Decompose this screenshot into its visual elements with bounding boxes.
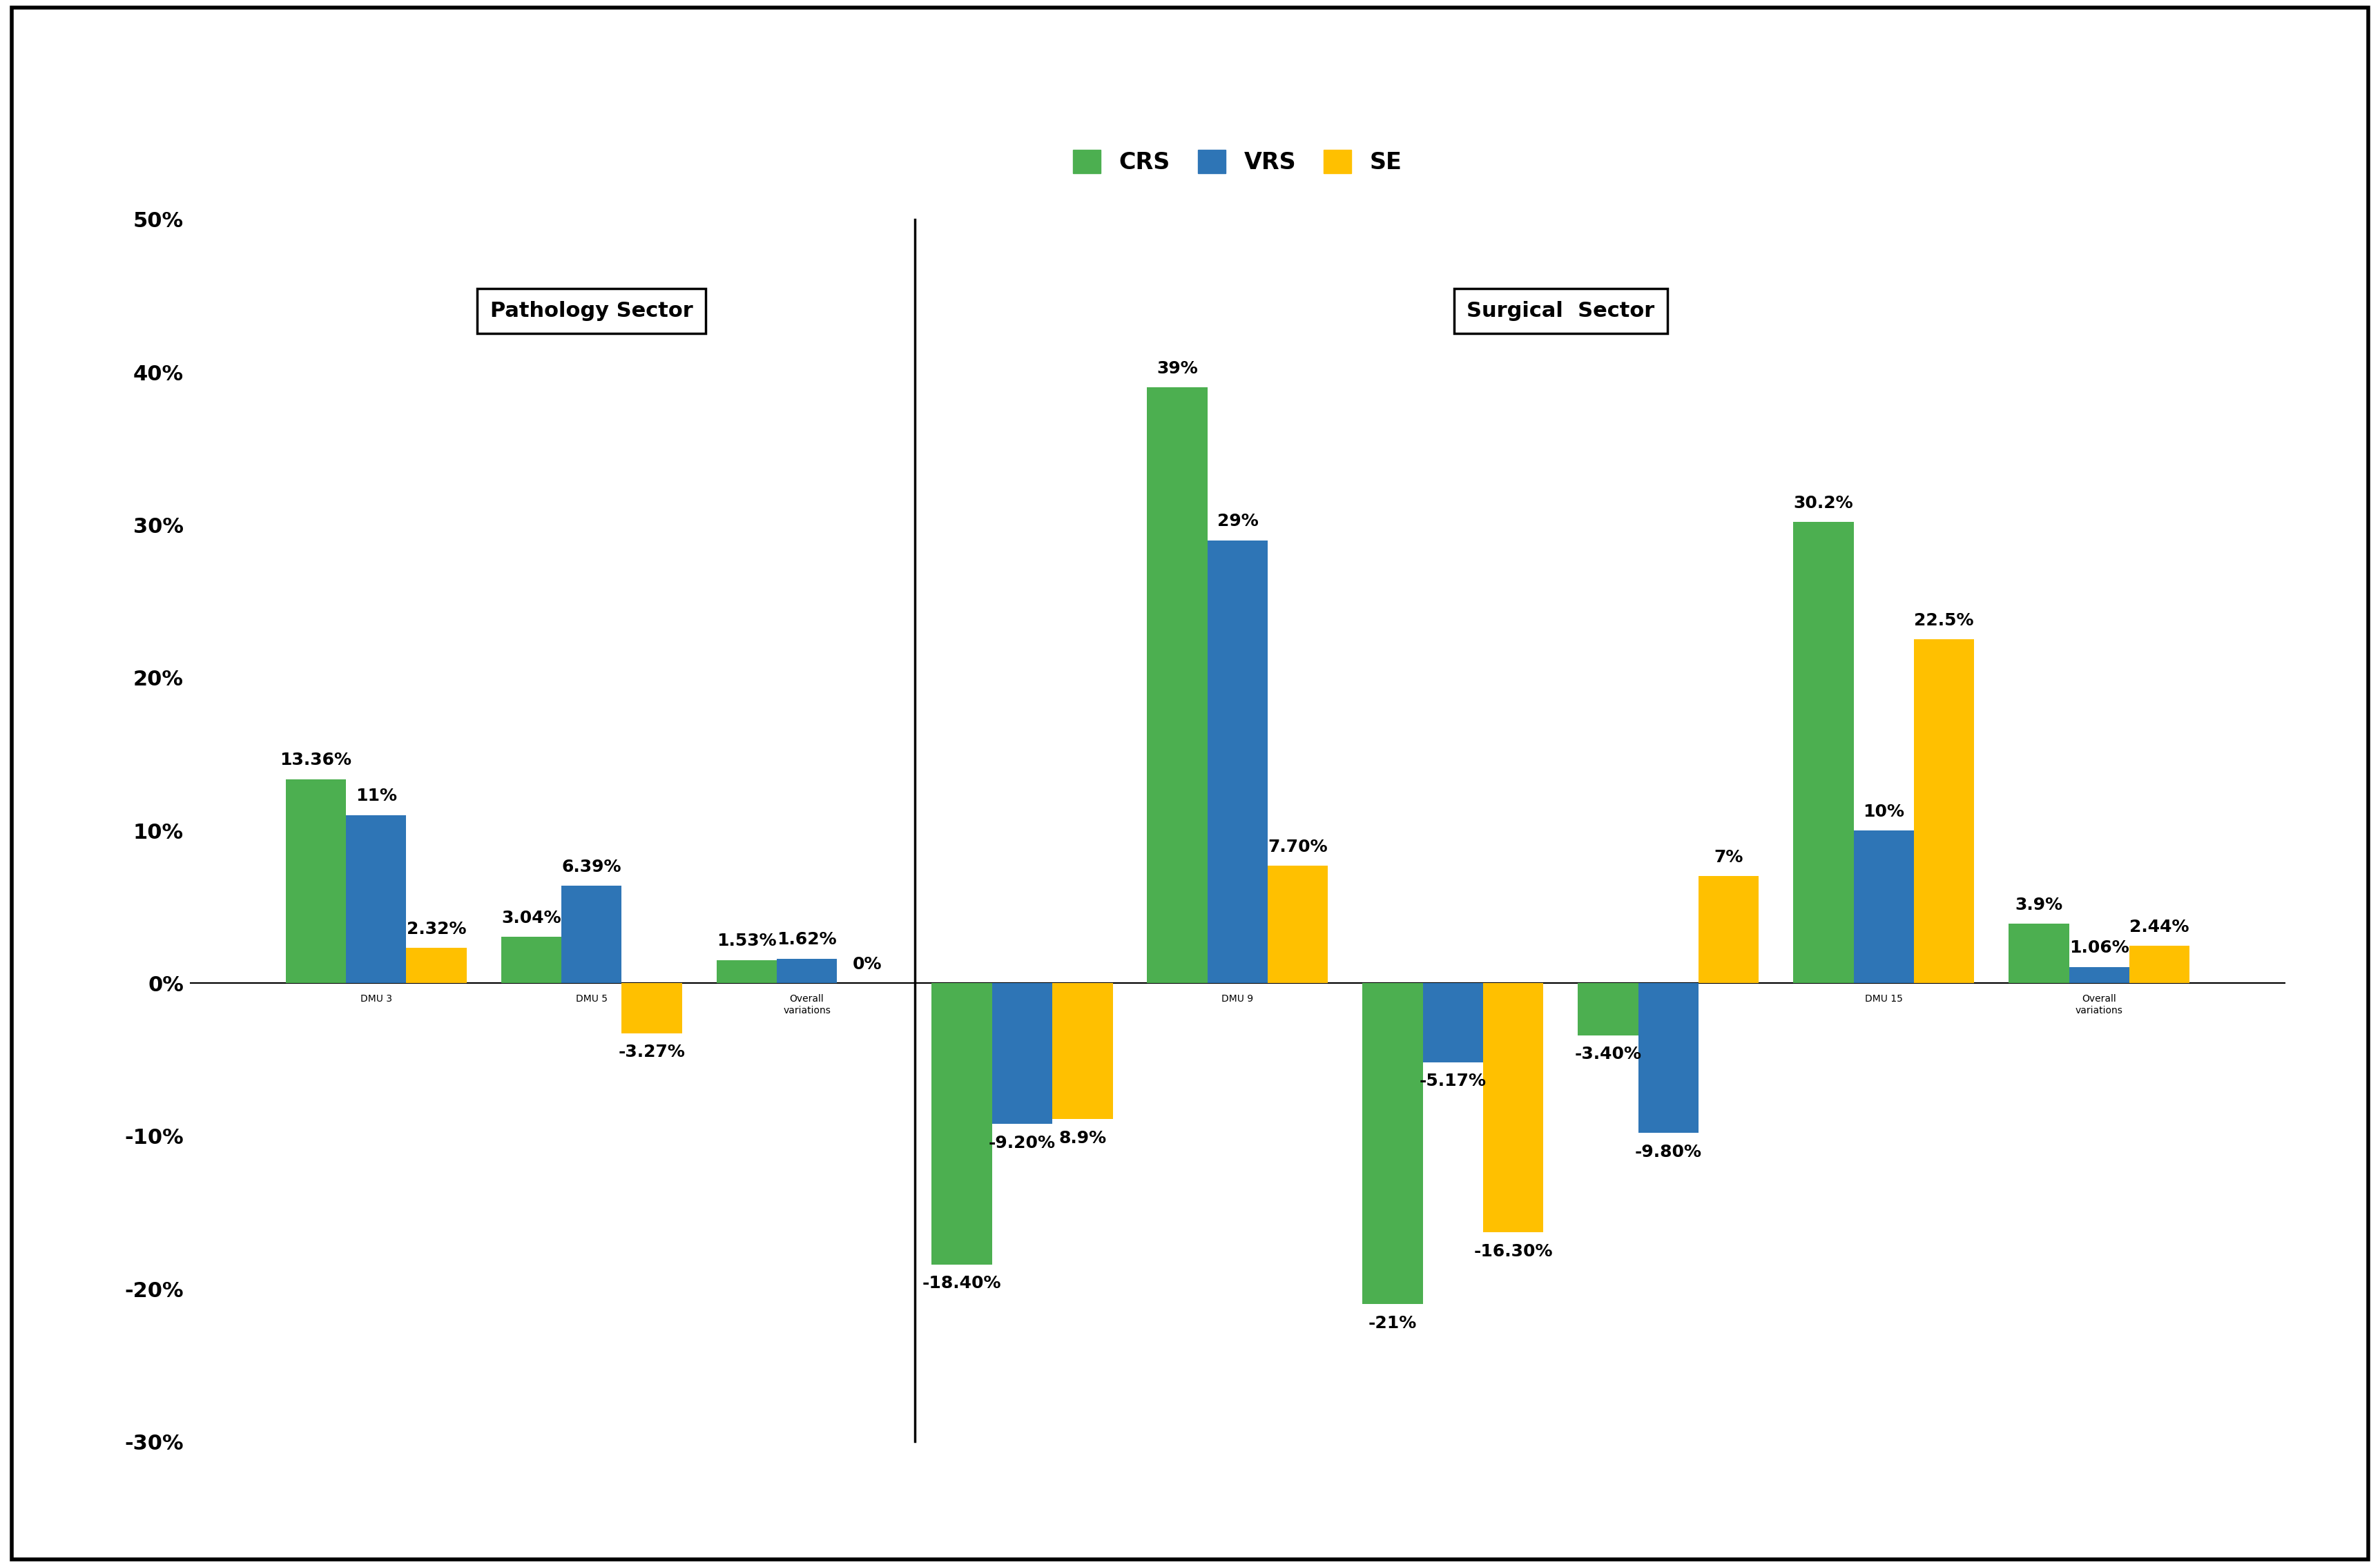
Bar bbox=[776, 959, 838, 984]
Bar bbox=[621, 984, 683, 1033]
Text: -21%: -21% bbox=[1368, 1315, 1416, 1332]
Bar bbox=[345, 815, 407, 984]
Bar bbox=[1914, 639, 1975, 984]
Bar bbox=[2068, 967, 2130, 984]
Text: 1.62%: 1.62% bbox=[776, 931, 838, 948]
Bar bbox=[1207, 541, 1269, 984]
Text: 2.32%: 2.32% bbox=[407, 920, 466, 937]
Text: Surgical  Sector: Surgical Sector bbox=[1466, 301, 1654, 321]
Text: -9.20%: -9.20% bbox=[988, 1135, 1057, 1152]
Bar bbox=[931, 984, 992, 1265]
Text: 1.53%: 1.53% bbox=[716, 932, 776, 950]
Bar bbox=[1637, 984, 1699, 1133]
Text: 7.70%: 7.70% bbox=[1269, 838, 1328, 856]
Text: 1.06%: 1.06% bbox=[2068, 940, 2130, 956]
Text: -3.40%: -3.40% bbox=[1576, 1045, 1642, 1062]
Bar bbox=[1423, 984, 1483, 1062]
Text: Pathology Sector: Pathology Sector bbox=[490, 301, 693, 321]
Bar bbox=[1854, 831, 1914, 984]
Bar bbox=[286, 779, 345, 984]
Bar bbox=[1052, 984, 1114, 1119]
Bar bbox=[1578, 984, 1637, 1036]
Text: 0%: 0% bbox=[852, 956, 883, 973]
Text: 22.5%: 22.5% bbox=[1914, 613, 1973, 628]
Text: -3.27%: -3.27% bbox=[619, 1044, 685, 1061]
Bar bbox=[1483, 984, 1545, 1232]
Legend: CRS, VRS, SE: CRS, VRS, SE bbox=[1064, 141, 1411, 183]
Text: -5.17%: -5.17% bbox=[1418, 1073, 1488, 1089]
Bar bbox=[2130, 946, 2190, 984]
Bar bbox=[407, 948, 466, 984]
Bar bbox=[716, 961, 776, 984]
Text: 2.44%: 2.44% bbox=[2130, 918, 2190, 935]
Text: 29%: 29% bbox=[1216, 512, 1259, 530]
Text: 30.2%: 30.2% bbox=[1795, 495, 1854, 511]
Text: 11%: 11% bbox=[355, 788, 397, 804]
Bar bbox=[1147, 387, 1207, 984]
Text: 6.39%: 6.39% bbox=[562, 859, 621, 874]
Bar bbox=[1361, 984, 1423, 1304]
Bar bbox=[992, 984, 1052, 1124]
Text: 8.9%: 8.9% bbox=[1059, 1130, 1107, 1147]
Text: -18.40%: -18.40% bbox=[923, 1276, 1002, 1291]
Bar bbox=[1699, 876, 1759, 984]
Text: 3.9%: 3.9% bbox=[2016, 896, 2063, 914]
Text: 13.36%: 13.36% bbox=[281, 752, 352, 768]
Bar bbox=[500, 937, 562, 984]
Text: -16.30%: -16.30% bbox=[1473, 1243, 1552, 1260]
Text: 10%: 10% bbox=[1864, 804, 1904, 820]
Bar bbox=[562, 885, 621, 984]
Text: 39%: 39% bbox=[1157, 360, 1197, 376]
Text: -9.80%: -9.80% bbox=[1635, 1144, 1702, 1160]
Bar bbox=[2009, 923, 2068, 984]
Bar bbox=[1792, 522, 1854, 984]
Text: 7%: 7% bbox=[1714, 849, 1742, 865]
Text: 3.04%: 3.04% bbox=[502, 909, 562, 926]
Bar bbox=[1269, 865, 1328, 984]
